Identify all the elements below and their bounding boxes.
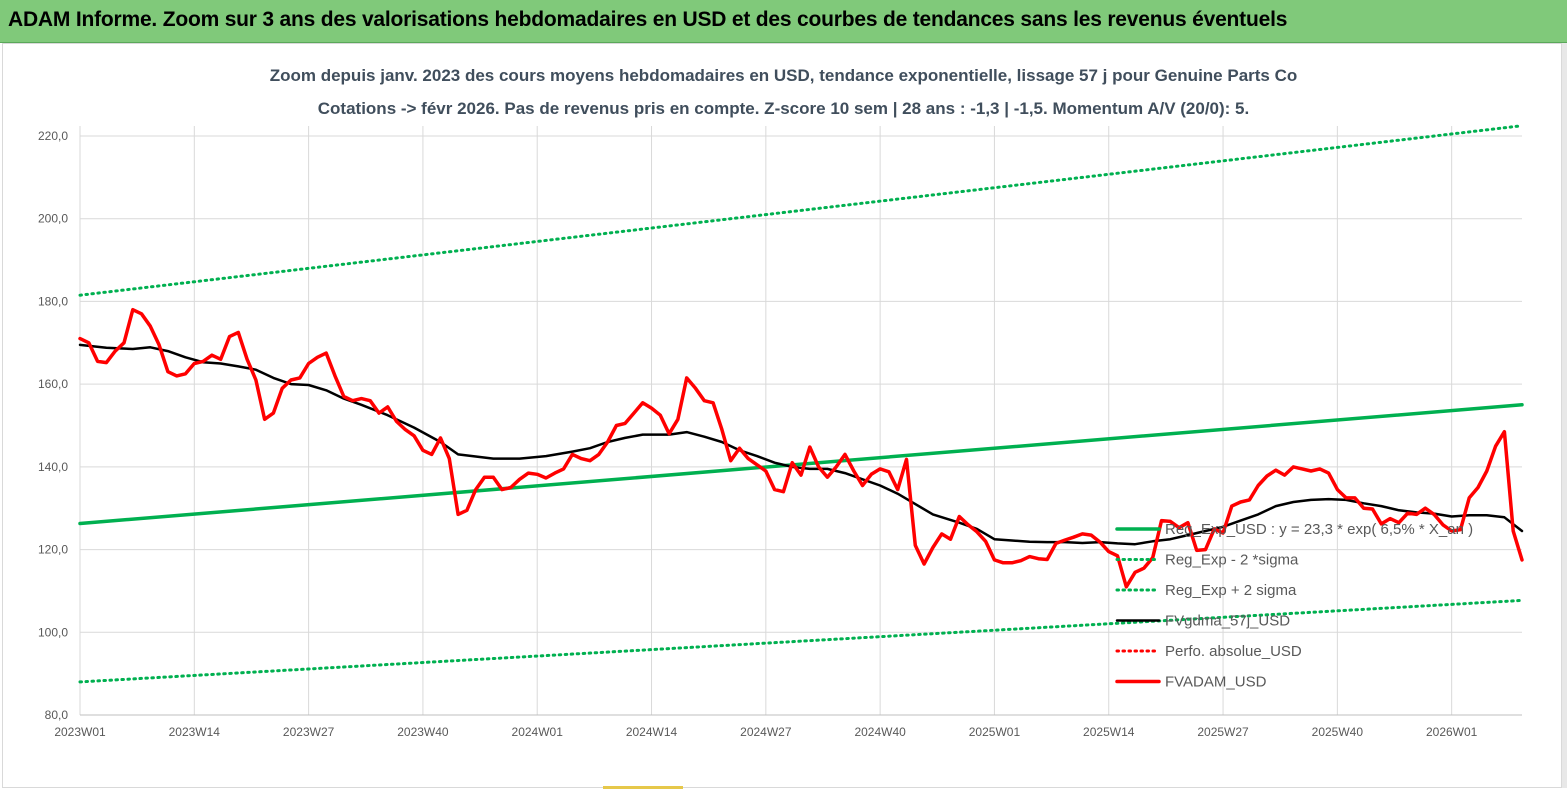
series-lines: [78, 124, 1524, 684]
y-tick-label: 120,0: [38, 543, 68, 557]
x-tick-label: 2025W14: [1083, 725, 1135, 739]
chart-title-line1: Zoom depuis janv. 2023 des cours moyens …: [269, 66, 1298, 85]
series-line-5: [78, 307, 1524, 589]
report-title: ADAM Informe. Zoom sur 3 ans des valoris…: [8, 8, 1288, 31]
gridlines: [79, 126, 1522, 716]
y-tick-label: 220,0: [38, 129, 68, 143]
scrollbar[interactable]: [1562, 43, 1567, 788]
x-tick-label: 2024W27: [740, 725, 792, 739]
y-tick-label: 140,0: [38, 460, 68, 474]
legend-label-3: FVgdma_57j_USD: [1165, 613, 1290, 630]
legend-label-2: Reg_Exp + 2 sigma: [1165, 582, 1297, 599]
legend-label-1: Reg_Exp - 2 *sigma: [1165, 552, 1299, 569]
x-tick-label: 2025W27: [1197, 725, 1249, 739]
series-line-3: [78, 343, 1524, 546]
series-line-0: [78, 403, 1524, 526]
x-tick-label: 2023W01: [54, 725, 106, 739]
x-tick-label: 2023W40: [397, 725, 449, 739]
chart-title-line2: Cotations -> févr 2026. Pas de revenus p…: [317, 99, 1250, 118]
series-line-1: [78, 598, 1524, 684]
x-tick-label: 2025W40: [1312, 725, 1364, 739]
y-axis-ticks: 80,0 100,0 120,0 140,0 160,0 180,0 200,0 220,0: [38, 129, 68, 722]
sheet-tab-marker: [603, 786, 683, 789]
x-axis-ticks: 2023W01 2023W14 2023W27 2023W40 2024W01 2024W…: [54, 725, 1477, 739]
y-tick-label: 200,0: [38, 212, 68, 226]
x-tick-label: 2026W01: [1426, 725, 1478, 739]
y-tick-label: 80,0: [45, 708, 69, 722]
y-tick-label: 180,0: [38, 294, 68, 308]
legend-label-0: Reg_Exp_USD : y = 23,3 * exp( 6,5% * X_a…: [1165, 521, 1473, 538]
x-tick-label: 2024W40: [854, 725, 906, 739]
x-tick-label: 2024W14: [626, 725, 678, 739]
x-tick-label: 2025W01: [969, 725, 1021, 739]
y-tick-label: 160,0: [38, 377, 68, 391]
x-tick-label: 2024W01: [512, 725, 564, 739]
series-line-2: [78, 124, 1524, 297]
y-tick-label: 100,0: [38, 625, 68, 639]
legend: Reg_Exp_USD : y = 23,3 * exp( 6,5% * X_a…: [1115, 521, 1473, 691]
x-tick-label: 2023W14: [169, 725, 221, 739]
chart-frame: [2, 43, 1562, 788]
legend-label-4: Perfo. absolue_USD: [1165, 643, 1302, 660]
x-tick-label: 2023W27: [283, 725, 335, 739]
report-banner: ADAM Informe. Zoom sur 3 ans des valoris…: [0, 0, 1567, 43]
legend-label-5: FVADAM_USD: [1165, 674, 1267, 691]
